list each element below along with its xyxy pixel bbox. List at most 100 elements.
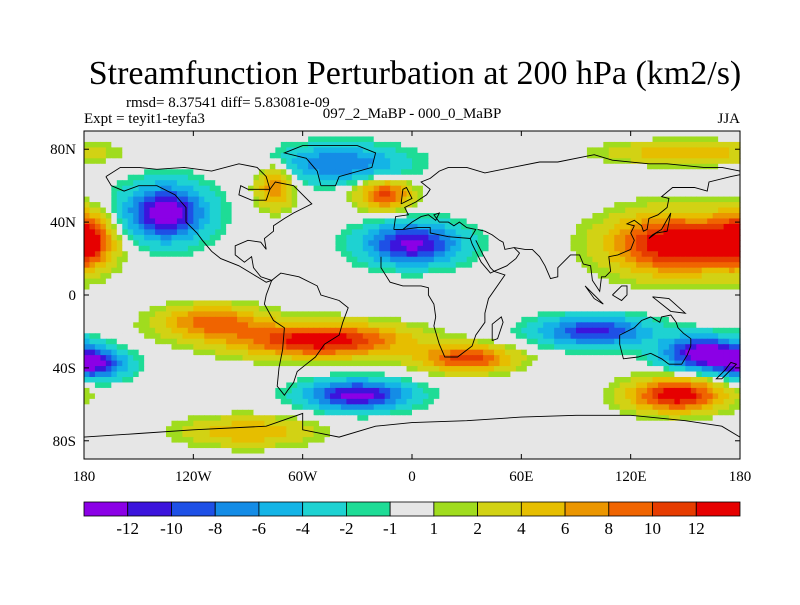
field-cell xyxy=(707,207,714,214)
field-cell xyxy=(171,300,178,307)
field-cell xyxy=(466,213,473,220)
field-cell xyxy=(100,234,107,241)
field-cell xyxy=(149,278,156,285)
field-cell xyxy=(242,333,249,340)
field-cell xyxy=(422,311,429,318)
field-cell xyxy=(515,278,522,285)
field-cell xyxy=(231,289,238,296)
field-cell xyxy=(122,322,129,329)
field-cell xyxy=(455,191,462,198)
field-cell xyxy=(269,311,276,318)
field-cell xyxy=(330,284,337,291)
field-cell xyxy=(548,147,555,154)
field-cell xyxy=(477,289,484,296)
field-cell xyxy=(592,327,599,334)
field-cell xyxy=(280,338,287,345)
field-cell xyxy=(685,300,692,307)
field-cell xyxy=(701,316,708,323)
field-cell xyxy=(630,316,637,323)
field-cell xyxy=(319,202,326,209)
field-cell xyxy=(477,262,484,269)
field-cell xyxy=(625,245,632,252)
field-cell xyxy=(220,185,227,192)
field-cell xyxy=(532,267,539,274)
field-cell xyxy=(690,141,697,148)
field-cell xyxy=(362,344,369,351)
field-cell xyxy=(406,289,413,296)
field-cell xyxy=(488,289,495,296)
field-cell xyxy=(570,141,577,148)
field-cell xyxy=(100,136,107,143)
field-cell xyxy=(422,213,429,220)
field-cell xyxy=(204,141,211,148)
field-cell xyxy=(308,305,315,312)
field-cell xyxy=(674,327,681,334)
field-cell xyxy=(565,152,572,159)
field-cell xyxy=(357,349,364,356)
field-cell xyxy=(269,234,276,241)
field-cell xyxy=(401,289,408,296)
field-cell xyxy=(450,196,457,203)
field-cell xyxy=(625,180,632,187)
field-cell xyxy=(450,207,457,214)
field-cell xyxy=(718,338,725,345)
field-cell xyxy=(351,152,358,159)
field-cell xyxy=(422,349,429,356)
field-cell xyxy=(510,316,517,323)
field-cell xyxy=(455,136,462,143)
field-cell xyxy=(521,223,528,230)
field-cell xyxy=(477,131,484,138)
field-cell xyxy=(603,136,610,143)
field-cell xyxy=(483,234,490,241)
field-cell xyxy=(346,147,353,154)
field-cell xyxy=(570,295,577,302)
field-cell xyxy=(565,262,572,269)
field-cell xyxy=(89,174,96,181)
field-cell xyxy=(144,273,151,280)
field-cell xyxy=(537,163,544,170)
field-cell xyxy=(275,289,282,296)
field-cell xyxy=(614,158,621,165)
field-cell xyxy=(641,202,648,209)
field-cell xyxy=(690,251,697,258)
field-cell xyxy=(127,251,134,258)
field-cell xyxy=(105,256,112,263)
field-cell xyxy=(570,278,577,285)
field-cell xyxy=(488,163,495,170)
field-cell xyxy=(166,267,173,274)
field-cell xyxy=(390,311,397,318)
field-cell xyxy=(494,152,501,159)
field-cell xyxy=(466,158,473,165)
field-cell xyxy=(176,349,183,356)
field-cell xyxy=(155,251,162,258)
field-cell xyxy=(614,262,621,269)
field-cell xyxy=(422,267,429,274)
field-cell xyxy=(280,284,287,291)
field-cell xyxy=(340,311,347,318)
field-cell xyxy=(636,284,643,291)
field-cell xyxy=(510,158,517,165)
field-cell xyxy=(450,262,457,269)
field-cell xyxy=(324,245,331,252)
field-cell xyxy=(401,223,408,230)
field-cell xyxy=(619,141,626,148)
field-cell xyxy=(663,240,670,247)
field-cell xyxy=(422,163,429,170)
field-cell xyxy=(537,278,544,285)
field-cell xyxy=(395,256,402,263)
field-cell xyxy=(472,191,479,198)
field-cell xyxy=(647,141,654,148)
field-cell xyxy=(592,245,599,252)
field-cell xyxy=(330,223,337,230)
field-cell xyxy=(477,305,484,312)
field-cell xyxy=(652,327,659,334)
field-cell xyxy=(499,196,506,203)
field-cell xyxy=(734,229,741,236)
field-cell xyxy=(614,191,621,198)
field-cell xyxy=(198,278,205,285)
field-cell xyxy=(242,223,249,230)
field-cell xyxy=(149,262,156,269)
field-cell xyxy=(461,136,468,143)
field-cell xyxy=(570,289,577,296)
field-cell xyxy=(324,295,331,302)
